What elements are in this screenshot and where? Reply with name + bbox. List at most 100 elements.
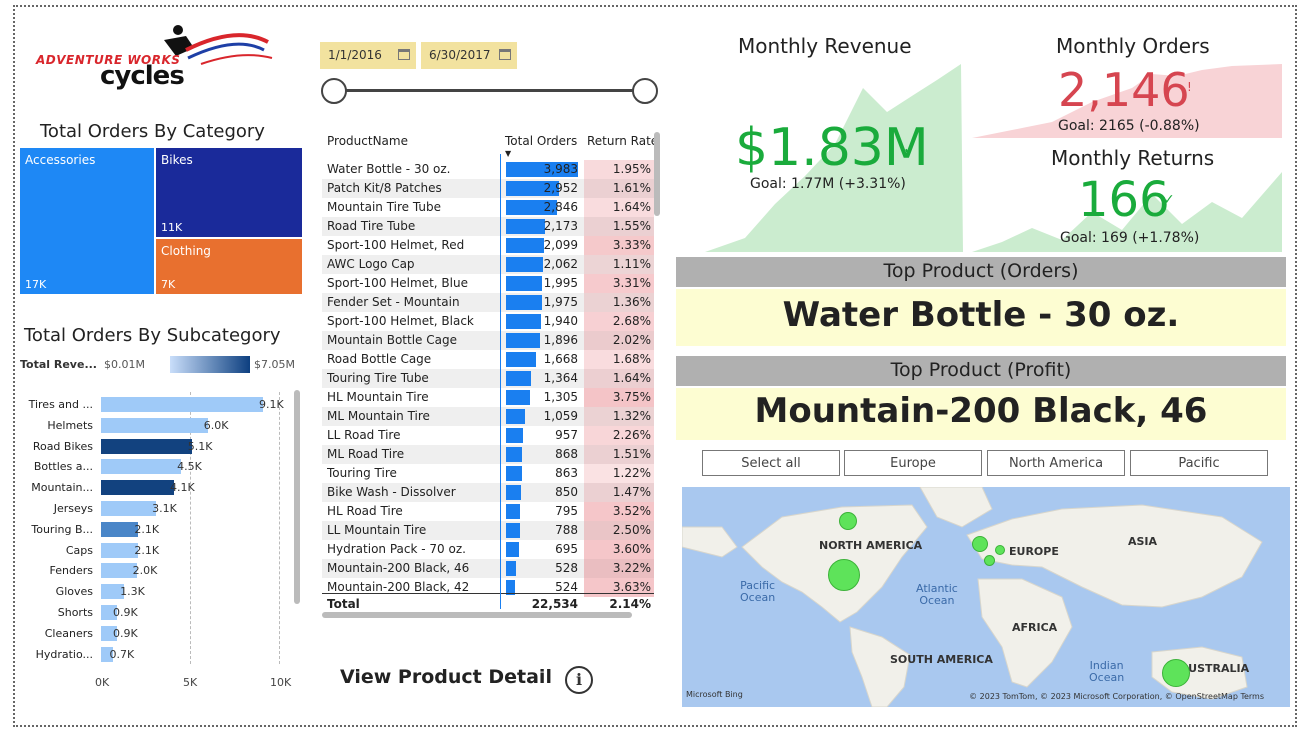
returns-kpi-card[interactable]: Monthly Returns 166 ✓ Goal: 169 (+1.78%) (972, 142, 1282, 252)
map-label-north-america: NORTH AMERICA (819, 539, 923, 552)
table-row[interactable]: Mountain Bottle Cage 1,896 2.02% (322, 331, 654, 350)
product-name-cell: HL Mountain Tire (327, 390, 429, 404)
subcategory-scrollbar[interactable] (294, 390, 300, 604)
subcategory-bar[interactable] (101, 521, 139, 537)
logo-main-text: cycles (100, 61, 185, 91)
subcategory-value-label: 0.9K (113, 626, 138, 640)
subcategory-value-label: 5.1K (187, 439, 213, 453)
table-row[interactable]: Sport-100 Helmet, Blue 1,995 3.31% (322, 274, 654, 293)
date-slider-end-handle[interactable] (632, 78, 658, 104)
region-button-select-all[interactable]: Select all (702, 450, 840, 476)
table-row[interactable]: Water Bottle - 30 oz. 3,983 1.95% (322, 160, 654, 179)
table-vertical-scrollbar[interactable] (654, 132, 660, 216)
subcategory-bar[interactable] (101, 605, 118, 620)
table-row[interactable]: Mountain-200 Black, 46 528 3.22% (322, 559, 654, 578)
date-slider-track[interactable] (333, 89, 646, 92)
map-bubble-canada[interactable] (839, 512, 857, 530)
table-row[interactable]: ML Road Tire 868 1.51% (322, 445, 654, 464)
calendar-icon[interactable] (499, 49, 511, 60)
table-total-row: Total 22,534 2.14% (322, 593, 654, 611)
subcategory-bar[interactable] (101, 646, 114, 662)
revenue-kpi-card[interactable]: Monthly Revenue $1.83M ✓ Goal: 1.77M (+3… (705, 26, 963, 252)
map-bubble-france[interactable] (984, 555, 995, 566)
return-rate-cell: 1.36% (584, 293, 654, 312)
table-row[interactable]: ML Mountain Tire 1,059 1.32% (322, 407, 654, 426)
table-row[interactable]: Fender Set - Mountain 1,975 1.36% (322, 293, 654, 312)
region-button-north-america[interactable]: North America (987, 450, 1125, 476)
table-row[interactable]: Road Tire Tube 2,173 1.55% (322, 217, 654, 236)
table-row[interactable]: Road Bottle Cage 1,668 1.68% (322, 350, 654, 369)
column-header-productname[interactable]: ProductName (327, 134, 408, 148)
subcategory-bar[interactable] (101, 417, 208, 433)
treemap-cell-bikes[interactable]: Bikes 11K (156, 148, 302, 237)
orders-cell: 788 (555, 523, 578, 537)
category-treemap[interactable]: Accessories 17K Bikes 11K Clothing 7K (20, 148, 302, 294)
table-row[interactable]: Bike Wash - Dissolver 850 1.47% (322, 483, 654, 502)
revenue-kpi-title: Monthly Revenue (738, 34, 912, 58)
table-row[interactable]: HL Road Tire 795 3.52% (322, 502, 654, 521)
table-row[interactable]: Touring Tire Tube 1,364 1.64% (322, 369, 654, 388)
calendar-icon[interactable] (398, 49, 410, 60)
subcategory-bar[interactable] (101, 459, 182, 475)
table-row[interactable]: HL Mountain Tire 1,305 3.75% (322, 388, 654, 407)
orders-databar (506, 409, 526, 424)
info-icon[interactable]: i (565, 666, 593, 694)
subcategory-bar[interactable] (101, 397, 263, 412)
region-button-europe[interactable]: Europe (844, 450, 982, 476)
subcategory-bar[interactable] (101, 438, 192, 454)
map-bubble-uk[interactable] (972, 536, 988, 552)
table-row[interactable]: Sport-100 Helmet, Black 1,940 2.68% (322, 312, 654, 331)
subcategory-value-label: 4.5K (177, 460, 202, 474)
gridline-10k (279, 392, 280, 664)
orders-trend-area (972, 64, 1282, 138)
orders-kpi-value: 2,146 (1058, 63, 1190, 117)
end-date-input[interactable]: 6/30/2017 (421, 42, 517, 69)
table-row[interactable]: Touring Tire 863 1.22% (322, 464, 654, 483)
report-frame (13, 5, 1297, 727)
view-product-detail-button[interactable]: View Product Detail (340, 666, 552, 688)
product-name-cell: ML Mountain Tire (327, 409, 430, 423)
region-button-pacific[interactable]: Pacific (1130, 450, 1268, 476)
subcategory-bar[interactable] (101, 563, 137, 579)
orders-databar (506, 314, 542, 329)
treemap-cell-clothing[interactable]: Clothing 7K (156, 239, 302, 294)
orders-databar (506, 485, 522, 500)
subcategory-bar[interactable] (101, 501, 157, 516)
subcategory-bar[interactable] (101, 480, 174, 496)
column-header-return-rate[interactable]: Return Rate (587, 134, 655, 148)
top-product-orders-value: Water Bottle - 30 oz. (676, 289, 1286, 346)
table-row[interactable]: Patch Kit/8 Patches 2,952 1.61% (322, 179, 654, 198)
product-name-cell: Mountain Bottle Cage (327, 333, 457, 347)
map-attribution[interactable]: © 2023 TomTom, © 2023 Microsoft Corporat… (969, 692, 1264, 701)
sort-desc-icon: ▼ (505, 149, 512, 158)
table-horizontal-scrollbar[interactable] (322, 612, 632, 618)
orders-kpi-card[interactable]: Monthly Orders 2,146 ! Goal: 2165 (-0.88… (972, 30, 1282, 138)
table-row[interactable]: Mountain-200 Black, 42 524 3.63% (322, 578, 654, 597)
return-rate-cell: 1.61% (584, 179, 654, 198)
table-row[interactable]: Hydration Pack - 70 oz. 695 3.60% (322, 540, 654, 559)
subcategory-bar[interactable] (101, 542, 139, 558)
subcategory-bar[interactable] (101, 584, 125, 600)
subcategory-bar[interactable] (101, 625, 118, 641)
map-bubble-germany[interactable] (995, 545, 1005, 555)
orders-databar (506, 219, 546, 234)
treemap-cell-accessories[interactable]: Accessories 17K (20, 148, 154, 294)
subcategory-label: Helmets (47, 418, 93, 432)
map-bubble-australia[interactable] (1162, 659, 1190, 687)
map-bubble-usa[interactable] (828, 559, 860, 591)
date-slider-start-handle[interactable] (321, 78, 347, 104)
check-icon: ✓ (903, 139, 917, 158)
table-row[interactable]: LL Road Tire 957 2.26% (322, 426, 654, 445)
orders-cell: 2,173 (543, 219, 578, 233)
table-row[interactable]: LL Mountain Tire 788 2.50% (322, 521, 654, 540)
start-date-input[interactable]: 1/1/2016 (320, 42, 416, 69)
top-product-orders-header: Top Product (Orders) (676, 257, 1286, 287)
world-map[interactable]: NORTH AMERICA EUROPE ASIA AFRICA SOUTH A… (682, 487, 1290, 707)
subcategory-value-label: 2.1K (134, 522, 160, 536)
table-row[interactable]: Sport-100 Helmet, Red 2,099 3.33% (322, 236, 654, 255)
table-row[interactable]: Mountain Tire Tube 2,846 1.64% (322, 198, 654, 217)
column-header-total-orders[interactable]: Total Orders (505, 134, 578, 148)
orders-kpi-title: Monthly Orders (1056, 34, 1210, 58)
table-row[interactable]: AWC Logo Cap 2,062 1.11% (322, 255, 654, 274)
orders-cell: 863 (555, 466, 578, 480)
